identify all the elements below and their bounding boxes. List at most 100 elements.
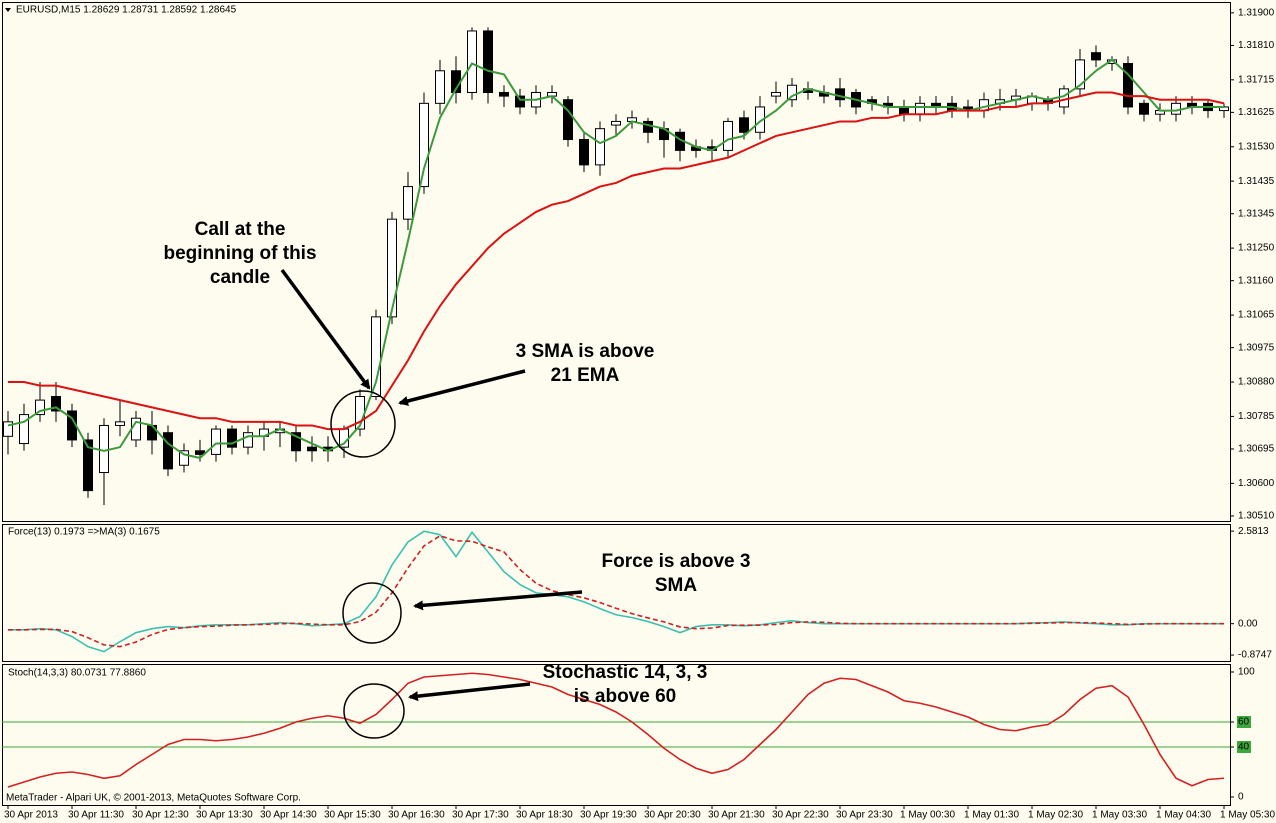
candle-body	[579, 139, 589, 166]
level-label-box	[1237, 741, 1251, 753]
candle-body	[3, 421, 13, 437]
annotation: Stochastic 14, 3, 3	[543, 662, 708, 683]
x-tick-label: 1 May 04:30	[1156, 810, 1211, 821]
annotation: Call at the	[195, 219, 286, 240]
main-panel	[2, 2, 1231, 522]
candle-body	[403, 186, 413, 220]
candle-body	[1171, 102, 1181, 115]
candle-body	[915, 102, 925, 115]
candle-body	[595, 128, 605, 166]
arrow	[280, 268, 371, 390]
candle-body	[611, 120, 621, 126]
candle-body	[1123, 63, 1133, 108]
highlight-circle	[343, 683, 405, 739]
candle-body	[787, 84, 797, 101]
candle-body	[99, 424, 109, 474]
candle-body	[771, 91, 781, 97]
candle-body	[371, 316, 381, 397]
force-panel	[2, 524, 1231, 662]
annotation: Force is above 3	[602, 551, 751, 572]
y-tick-label: 1.31065	[1238, 310, 1275, 321]
candle-body	[1059, 88, 1069, 108]
candle-body	[291, 432, 301, 452]
candle-body	[419, 102, 429, 188]
x-tick-label: 30 Apr 18:30	[516, 810, 573, 821]
candle-body	[643, 120, 653, 133]
candle-body	[51, 395, 61, 412]
y-tick-label: 40	[1238, 742, 1250, 753]
x-tick-label: 30 Apr 21:30	[708, 810, 765, 821]
candle-body	[739, 117, 749, 133]
arrow	[398, 369, 526, 406]
annotation: beginning of this	[163, 243, 316, 264]
stoch-panel	[2, 664, 1231, 806]
y-tick-label: 1.30785	[1238, 411, 1275, 422]
annotation-shapes	[280, 268, 583, 739]
y-tick-label: 1.30600	[1238, 478, 1275, 489]
y-tick-label: 1.30695	[1238, 444, 1275, 455]
candle-body	[227, 428, 237, 448]
candle-body	[499, 91, 509, 97]
y-tick-label: 1.31810	[1238, 40, 1275, 51]
candle-body	[563, 99, 573, 141]
candle-body	[467, 30, 477, 93]
level-label-box	[1237, 716, 1251, 728]
candle-body	[899, 106, 909, 115]
candle-body	[19, 414, 29, 445]
panel-title: Force(13) 0.1973 =>MA(3) 0.1675	[8, 527, 160, 538]
candle-body	[835, 88, 845, 101]
symbol-marker	[5, 8, 11, 12]
y-tick-label: 1.31250	[1238, 243, 1275, 254]
arrow	[413, 590, 583, 611]
annotation: SMA	[655, 575, 698, 596]
candle-body	[83, 439, 93, 492]
candle-body	[1075, 59, 1085, 90]
y-tick-label: 1.30880	[1238, 377, 1275, 388]
candle-body	[387, 218, 397, 318]
x-tick-label: 30 Apr 16:30	[388, 810, 445, 821]
candle-body	[195, 450, 205, 455]
candle-body	[307, 446, 317, 452]
y-tick-label: 1.31345	[1238, 208, 1275, 219]
annotation: 21 EMA	[551, 365, 620, 386]
x-tick-label: 30 Apr 2013	[4, 810, 58, 821]
candle-body	[1139, 102, 1149, 115]
candle-body	[35, 399, 45, 416]
x-tick-label: 1 May 00:30	[900, 810, 955, 821]
footer-note: MetaTrader - Alpari UK, © 2001-2013, Met…	[6, 793, 301, 804]
y-tick-label: -0.8747	[1238, 650, 1272, 661]
y-tick-label: 0.00	[1238, 618, 1258, 629]
highlight-circle	[330, 390, 396, 458]
candle-body	[515, 95, 525, 108]
candle-body	[211, 428, 221, 455]
x-tick-label: 30 Apr 12:30	[132, 810, 189, 821]
x-tick-label: 30 Apr 22:30	[772, 810, 829, 821]
arrow	[408, 682, 531, 702]
candle-body	[723, 120, 733, 151]
annotation: 3 SMA is above	[516, 341, 655, 362]
panel-title: Stoch(14,3,3) 80.0731 77.8860	[8, 668, 146, 679]
candle-body	[115, 421, 125, 426]
x-tick-label: 30 Apr 20:30	[644, 810, 701, 821]
annotation: candle	[210, 267, 270, 288]
x-tick-label: 1 May 01:30	[964, 810, 1019, 821]
annotation: is above 60	[574, 686, 676, 707]
x-tick-label: 30 Apr 15:30	[324, 810, 381, 821]
series-line	[7, 672, 1225, 788]
y-tick-label: 1.30975	[1238, 342, 1275, 353]
y-tick-label: 1.31530	[1238, 141, 1275, 152]
x-tick-label: 30 Apr 13:30	[196, 810, 253, 821]
candle-body	[163, 432, 173, 470]
y-tick-label: 60	[1238, 717, 1250, 728]
panel-title: EURUSD,M15 1.28629 1.28731 1.28592 1.286…	[16, 5, 237, 16]
candle-body	[179, 450, 189, 466]
candle-body	[435, 70, 445, 104]
x-tick-label: 30 Apr 11:30	[68, 810, 124, 821]
x-tick-label: 1 May 02:30	[1028, 810, 1083, 821]
x-tick-label: 1 May 05:30	[1220, 810, 1275, 821]
y-tick-label: 1.31715	[1238, 74, 1275, 85]
y-tick-label: 100	[1238, 667, 1255, 678]
